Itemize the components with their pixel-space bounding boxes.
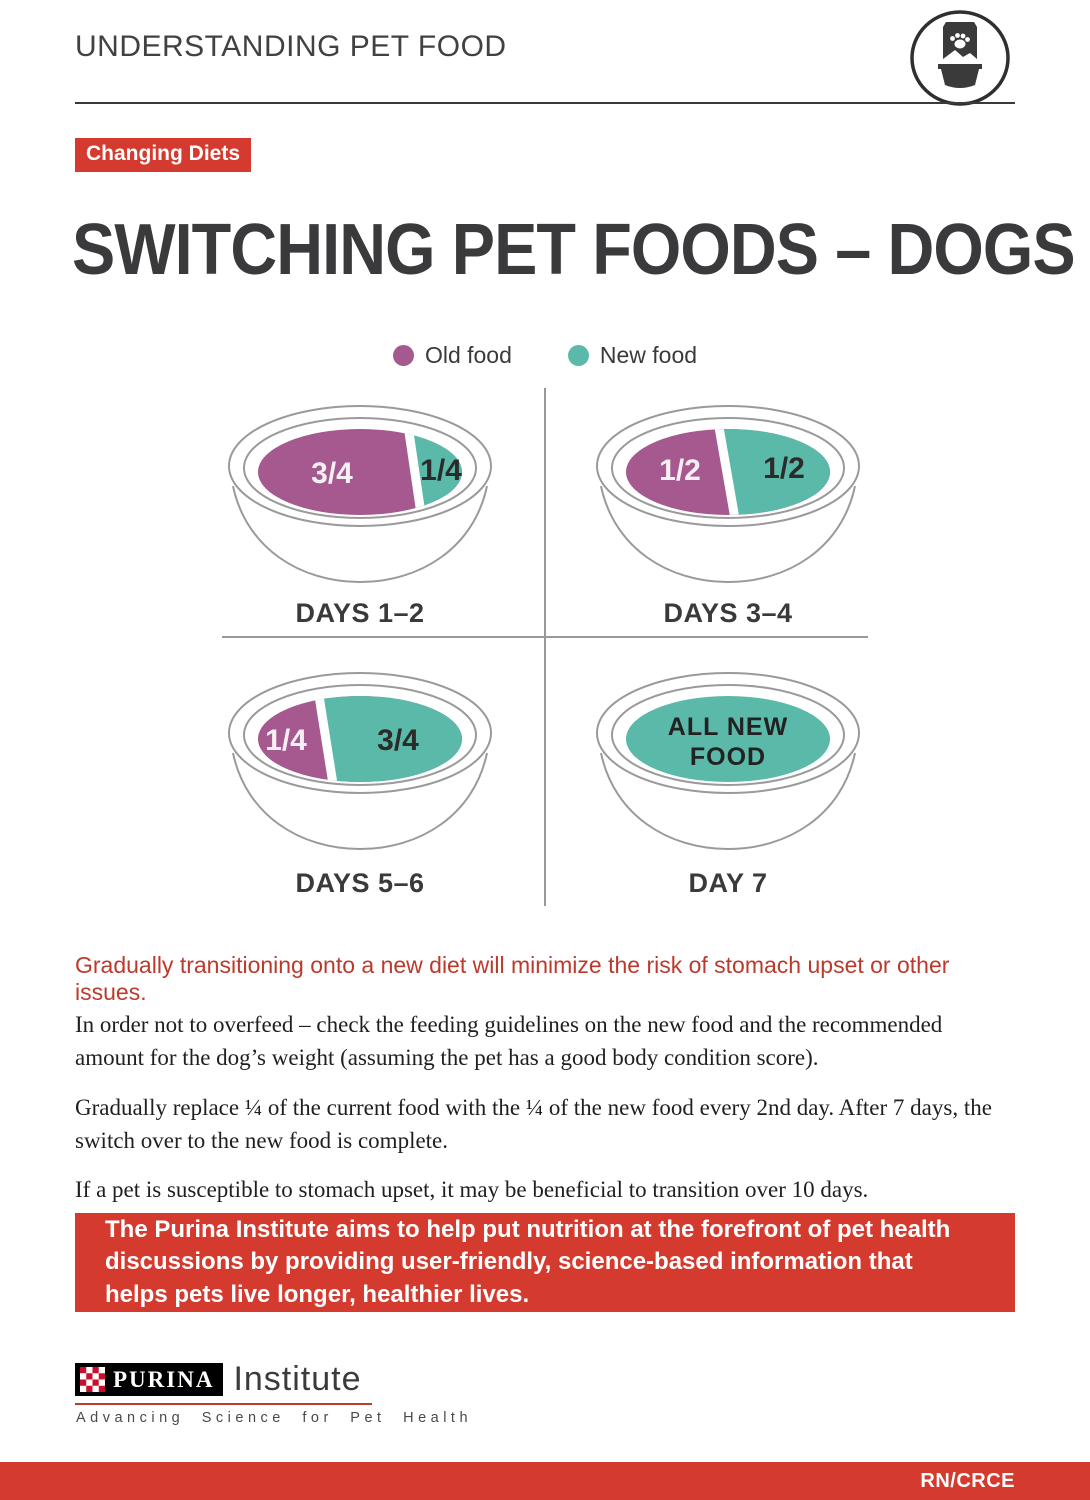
bowl-food-graphic: [626, 696, 830, 782]
bowl-label-days-3-4: DAYS 3–4: [663, 598, 793, 628]
purina-checkerboard-icon: [80, 1367, 105, 1392]
footer-code: RN/CRCE: [920, 1469, 1015, 1492]
header-divider: [75, 102, 1015, 104]
new-food-fraction: 1/2: [763, 452, 805, 485]
old-food-fraction: 3/4: [311, 457, 353, 490]
header-title: UNDERSTANDING PET FOOD: [75, 30, 507, 63]
page-title: SWITCHING PET FOODS – DOGS: [72, 210, 1076, 290]
new-food-fraction: 3/4: [377, 724, 419, 757]
lead-text: Gradually transitioning onto a new diet …: [75, 952, 950, 1005]
purina-wordmark-box: PURINA: [75, 1363, 224, 1396]
diagram-horizontal-divider: [222, 636, 868, 638]
logo-underline: [75, 1403, 372, 1405]
bowl-day-7: ALL NEW FOOD: [596, 672, 860, 851]
bowl-label-days-1-2: DAYS 1–2: [295, 598, 425, 628]
legend-item-old-food: Old food: [392, 342, 512, 369]
legend-label-old-food: Old food: [424, 342, 512, 368]
bowl-label-day-7: DAY 7: [688, 868, 768, 898]
mission-banner-text: The Purina Institute aims to help put nu…: [105, 1215, 951, 1308]
new-food-dot-icon: [567, 345, 589, 366]
logo-tagline: Advancing Science for Pet Health: [76, 1410, 473, 1426]
mission-banner: The Purina Institute aims to help put nu…: [75, 1213, 1015, 1312]
bowl-days-3-4: 1/2 1/2: [596, 405, 860, 584]
body-paragraph-1: In order not to overfeed – check the fee…: [75, 1012, 943, 1071]
old-food-fraction: 1/4: [265, 724, 307, 757]
new-food-fraction: 1/4: [420, 454, 462, 487]
institute-wordmark: Institute: [233, 1360, 362, 1398]
footer-bar: RN/CRCE: [0, 1462, 1090, 1500]
diagram-vertical-divider: [544, 388, 546, 906]
body-copy: In order not to overfeed – check the fee…: [75, 1008, 1015, 1223]
purina-institute-logo: PURINA Institute: [75, 1362, 362, 1396]
changing-diets-badge: Changing Diets: [75, 138, 252, 172]
bowl-label-days-5-6: DAYS 5–6: [295, 868, 425, 898]
body-paragraph-3: If a pet is susceptible to stomach upset…: [75, 1177, 869, 1203]
legend: Old food New food: [0, 342, 1090, 369]
new-food-shape: [626, 696, 830, 782]
purina-wordmark: PURINA: [113, 1366, 215, 1392]
bowl-days-1-2: 3/4 1/4: [228, 405, 492, 584]
old-food-fraction: 1/2: [659, 454, 701, 487]
all-new-food-label-line2: FOOD: [690, 743, 766, 771]
old-food-dot-icon: [392, 345, 414, 366]
legend-label-new-food: New food: [599, 342, 698, 368]
all-new-food-label-line1: ALL NEW: [668, 713, 788, 741]
bowl-days-5-6: 1/4 3/4: [228, 672, 492, 851]
legend-item-new-food: New food: [567, 342, 698, 369]
pet-food-bowl-icon: [908, 8, 1012, 108]
body-paragraph-2: Gradually replace ¼ of the current food …: [75, 1094, 992, 1154]
